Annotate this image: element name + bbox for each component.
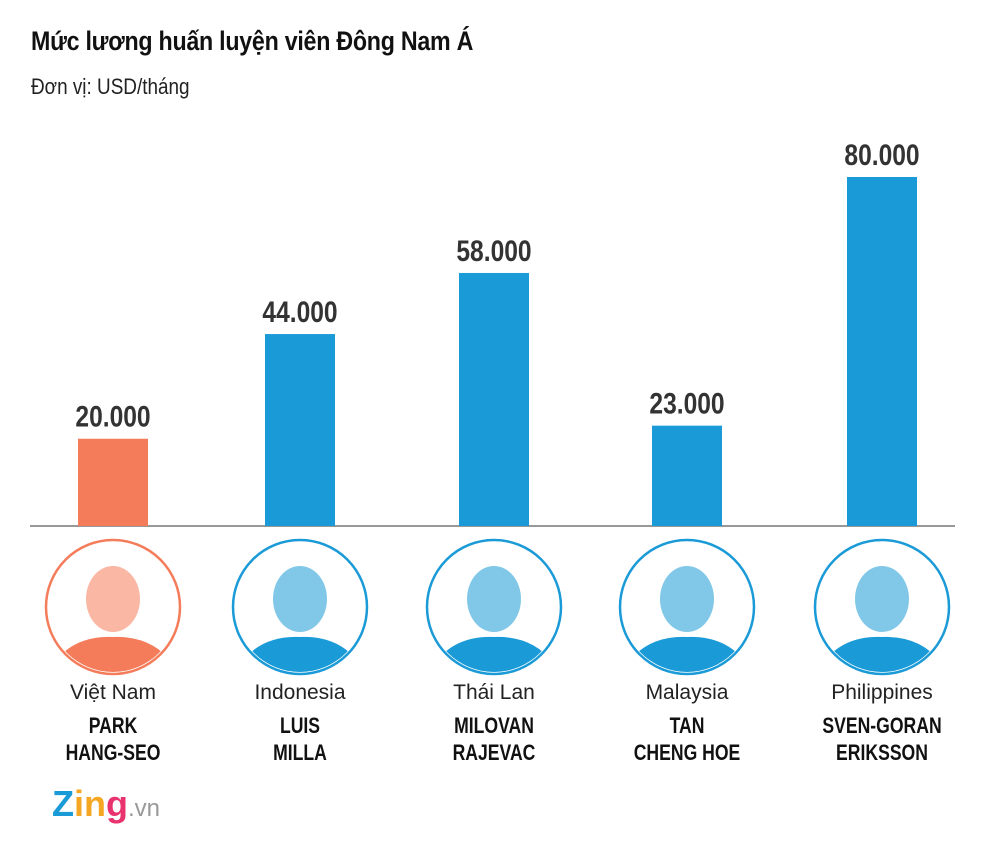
value-label: 44.000 xyxy=(262,295,337,329)
country-label: Indonesia xyxy=(254,681,346,704)
bar-1 xyxy=(265,334,335,526)
unit-subtitle: Đơn vị: USD/tháng xyxy=(31,74,190,99)
coach-name-line: TAN xyxy=(669,713,705,738)
value-label: 80.000 xyxy=(844,138,919,172)
bar-4 xyxy=(847,177,917,526)
country-label: Thái Lan xyxy=(453,681,535,704)
country-label: Malaysia xyxy=(645,681,729,704)
coach-name-line: RAJEVAC xyxy=(452,740,536,765)
coach-photo-head xyxy=(273,566,327,632)
coach-photo-head xyxy=(855,566,909,632)
coach-name-line: MILLA xyxy=(273,740,327,765)
coach-name-line: MILOVAN xyxy=(454,713,534,738)
bar-2 xyxy=(459,272,529,526)
coach-name-line: LUIS xyxy=(279,713,321,738)
zing-logo: Zing.vn xyxy=(52,783,161,824)
bar-0 xyxy=(78,438,148,526)
coach-photo-head xyxy=(467,566,521,632)
coach-photo-head xyxy=(660,566,714,632)
bar-3 xyxy=(652,425,722,526)
value-label: 58.000 xyxy=(456,234,531,268)
value-label: 20.000 xyxy=(75,399,150,433)
coach-name: SVEN-GORAN ERIKSSON xyxy=(806,712,958,766)
coach-name: LUIS MILLA xyxy=(224,712,376,766)
coach-photo-head xyxy=(86,566,140,632)
country-label: Việt Nam xyxy=(70,681,156,704)
coach-name-line: HANG-SEO xyxy=(65,740,161,765)
coach-name: PARK HANG-SEO xyxy=(37,712,189,766)
coach-name: MILOVAN RAJEVAC xyxy=(418,712,570,766)
value-label: 23.000 xyxy=(649,386,724,420)
coach-name: TAN CHENG HOE xyxy=(611,712,763,766)
country-label: Philippines xyxy=(831,681,933,704)
coach-name-line: SVEN-GORAN xyxy=(822,713,942,738)
coach-name-line: CHENG HOE xyxy=(633,740,741,765)
page-title: Mức lương huấn luyện viên Đông Nam Á xyxy=(31,26,474,56)
coach-name-line: PARK xyxy=(88,713,138,738)
coach-name-line: ERIKSSON xyxy=(836,740,928,765)
